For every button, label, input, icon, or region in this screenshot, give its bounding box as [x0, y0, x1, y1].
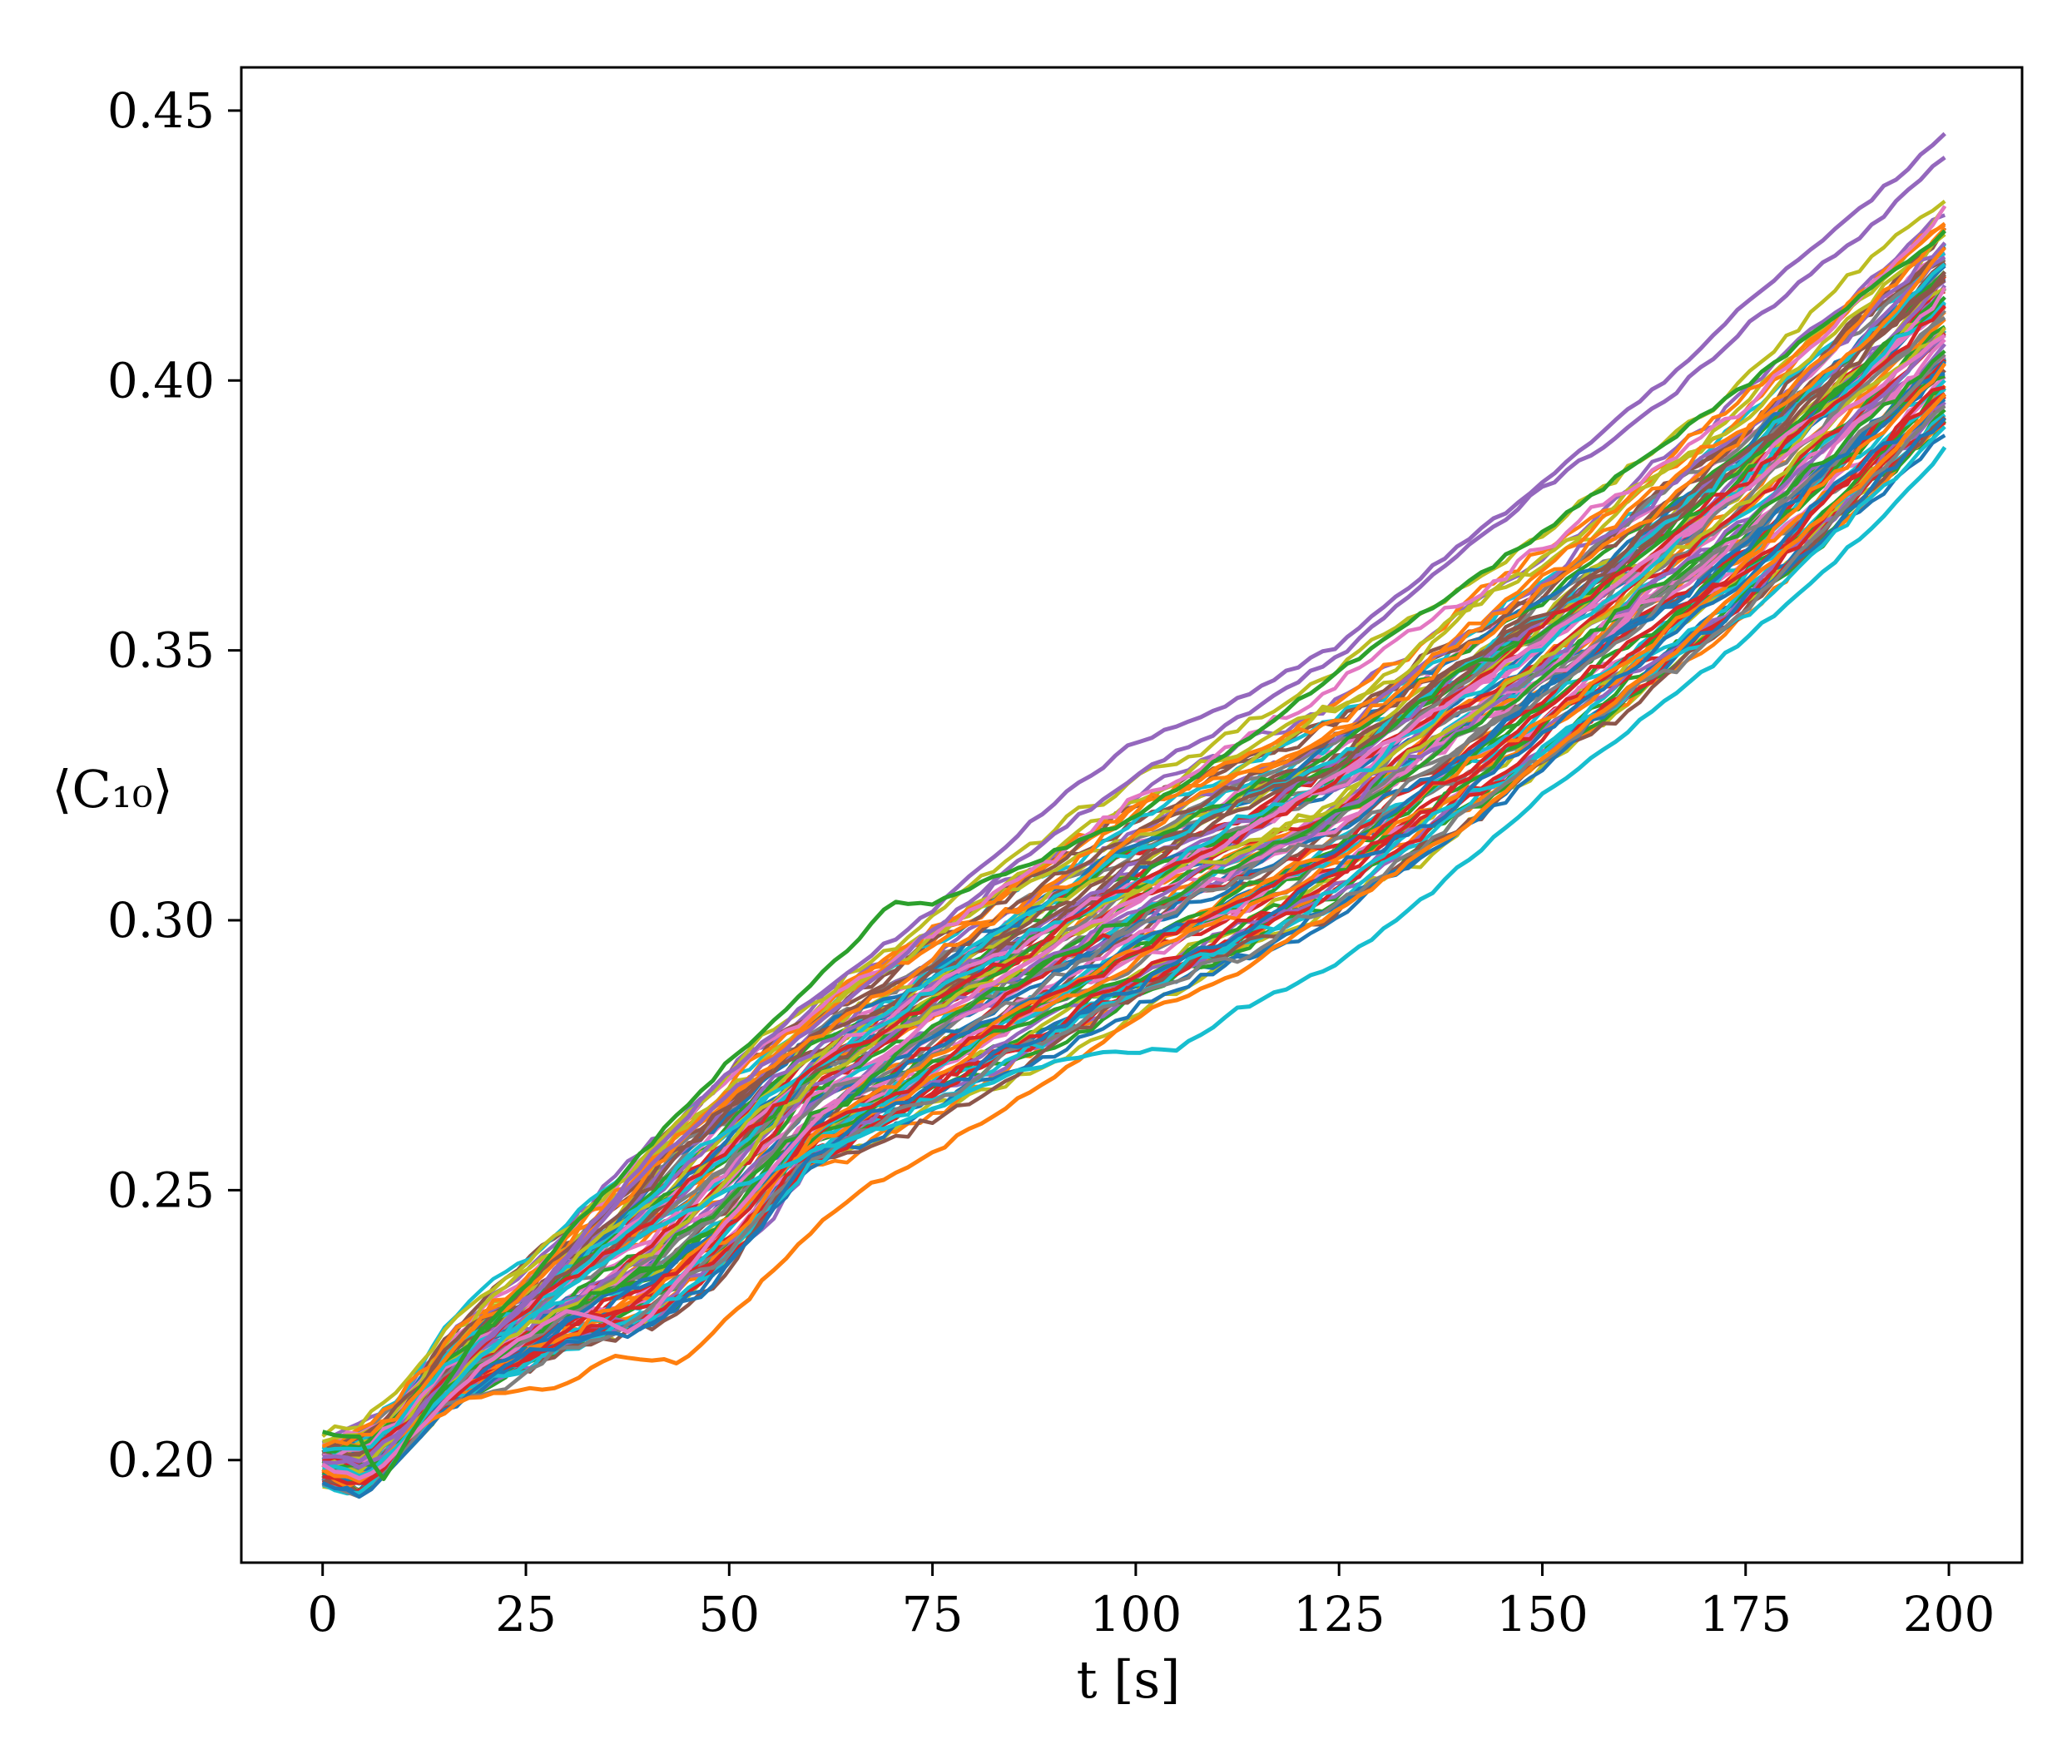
y-axis-label: ⟨C₁₀⟩	[52, 759, 173, 820]
x-tick-label: 75	[902, 1586, 964, 1643]
axes-frame	[240, 66, 2024, 1564]
series-layer	[321, 131, 1947, 1499]
series-line	[322, 131, 1946, 1469]
x-axis: 0 25 50 75 100 125 150 175 200	[307, 1563, 1995, 1643]
series-line	[321, 349, 1946, 1470]
series-line	[322, 385, 1946, 1485]
x-axis-label: t [s]	[1077, 1649, 1181, 1710]
x-tick-label: 150	[1496, 1586, 1589, 1643]
x-tick-label: 200	[1903, 1586, 1995, 1643]
series-line	[322, 156, 1946, 1464]
series-line	[322, 305, 1946, 1466]
series-line	[322, 229, 1947, 1481]
series-line	[322, 241, 1946, 1455]
y-tick-label: 0.45	[107, 82, 215, 139]
x-tick-label: 0	[307, 1586, 338, 1643]
series-line	[321, 334, 1946, 1481]
series-line	[321, 387, 1946, 1480]
series-line	[321, 262, 1946, 1455]
series-line	[322, 415, 1946, 1496]
series-line	[322, 446, 1947, 1479]
series-line	[321, 392, 1947, 1484]
series-line	[321, 338, 1946, 1470]
x-tick-label: 50	[698, 1586, 760, 1643]
x-tick-label: 125	[1293, 1586, 1385, 1643]
y-tick-label: 0.25	[107, 1162, 215, 1218]
y-tick-label: 0.20	[107, 1432, 215, 1489]
y-tick-label: 0.30	[107, 892, 215, 949]
series-line	[321, 398, 1946, 1499]
y-tick-label: 0.35	[107, 622, 215, 679]
x-tick-label: 100	[1090, 1586, 1182, 1643]
x-tick-label: 25	[495, 1586, 557, 1643]
y-axis: 0.20 0.25 0.30 0.35 0.40 0.45	[107, 82, 241, 1489]
y-tick-label: 0.40	[107, 352, 215, 409]
x-tick-label: 175	[1699, 1586, 1792, 1643]
series-line	[322, 372, 1946, 1482]
